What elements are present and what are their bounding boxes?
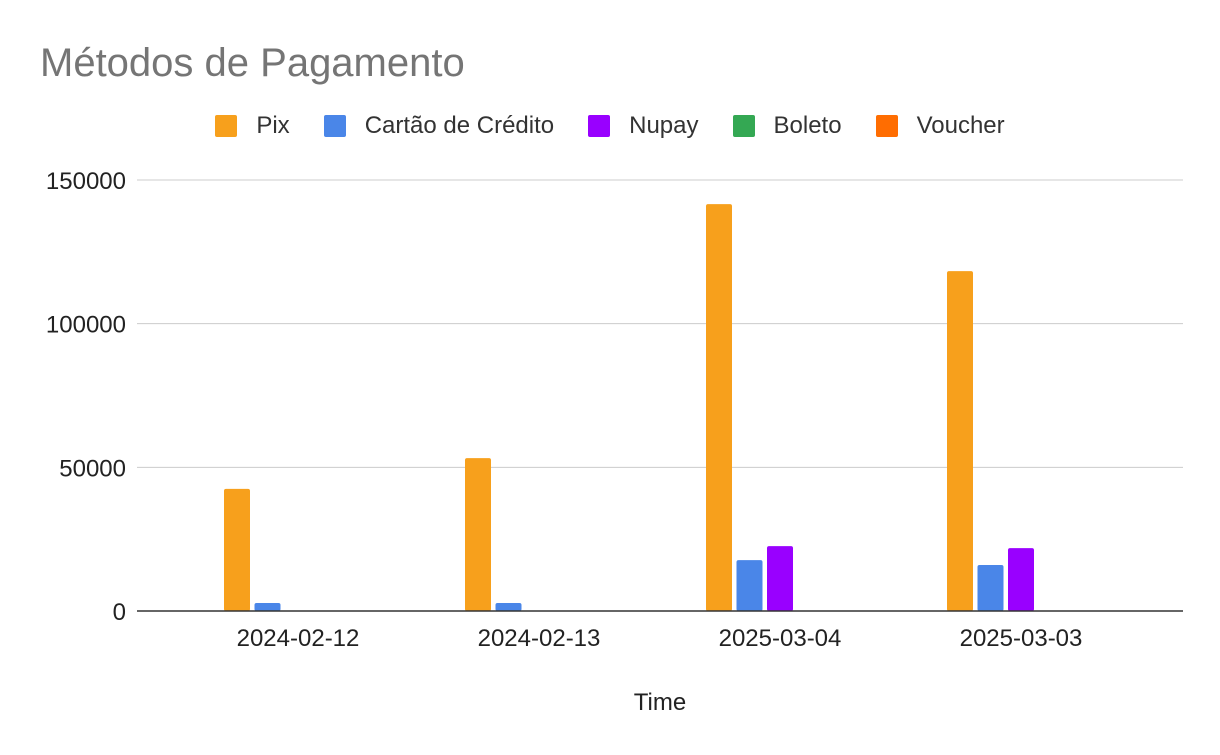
x-tick-label: 2024-02-12 [237, 625, 360, 652]
y-tick-label: 0 [113, 599, 126, 626]
gridlines [137, 179, 1183, 468]
bar-nupay-2025-03-04 [767, 546, 793, 611]
legend-label: Cartão de Crédito [364, 112, 555, 139]
legend-item-cartao-de-credito: Cartão de Crédito [323, 112, 555, 139]
chart-title: Métodos de Pagamento [40, 41, 465, 85]
y-tick-label: 100000 [46, 312, 126, 339]
x-tick-label: 2025-03-04 [719, 625, 842, 652]
legend-swatch [588, 115, 611, 137]
bar-pix-2024-02-12 [224, 488, 250, 611]
x-tick-label: 2024-02-13 [478, 625, 601, 652]
legend-label: Pix [256, 112, 290, 139]
legend-swatch [323, 115, 346, 137]
legend-swatch [732, 115, 755, 137]
bar-pix-2025-03-04 [706, 204, 732, 612]
legend-label: Nupay [629, 112, 699, 139]
legend-swatch [215, 115, 238, 137]
y-tick-label: 150000 [46, 168, 126, 195]
x-axis-ticks: 2024-02-12 2024-02-13 2025-03-04 2025-03-03 [237, 625, 1083, 652]
x-tick-label: 2025-03-03 [960, 625, 1083, 652]
legend-item-pix: Pix [215, 112, 290, 139]
legend-swatch [875, 115, 898, 137]
bar-pix-2024-02-13 [465, 458, 491, 611]
legend-item-voucher: Voucher [875, 112, 1005, 139]
legend-label: Voucher [916, 112, 1005, 139]
y-tick-label: 50000 [59, 455, 126, 482]
bar-cartao-de-credito-2024-02-12 [254, 602, 281, 611]
x-axis-label: Time [634, 689, 686, 716]
bars [224, 204, 1034, 612]
bar-cartao-de-credito-2024-02-13 [495, 602, 522, 611]
legend-item-nupay: Nupay [588, 112, 699, 139]
legend-label: Boleto [773, 112, 842, 139]
legend-item-boleto: Boleto [732, 112, 842, 139]
y-axis-ticks: 0 50000 100000 150000 [46, 168, 126, 626]
bar-cartao-de-credito-2025-03-03 [977, 565, 1004, 611]
bar-pix-2025-03-03 [947, 271, 973, 611]
bar-nupay-2025-03-03 [1008, 548, 1034, 611]
bar-cartao-de-credito-2025-03-04 [736, 560, 763, 611]
legend: Pix Cartão de Crédito Nupay Boleto Voucher [0, 112, 1220, 139]
